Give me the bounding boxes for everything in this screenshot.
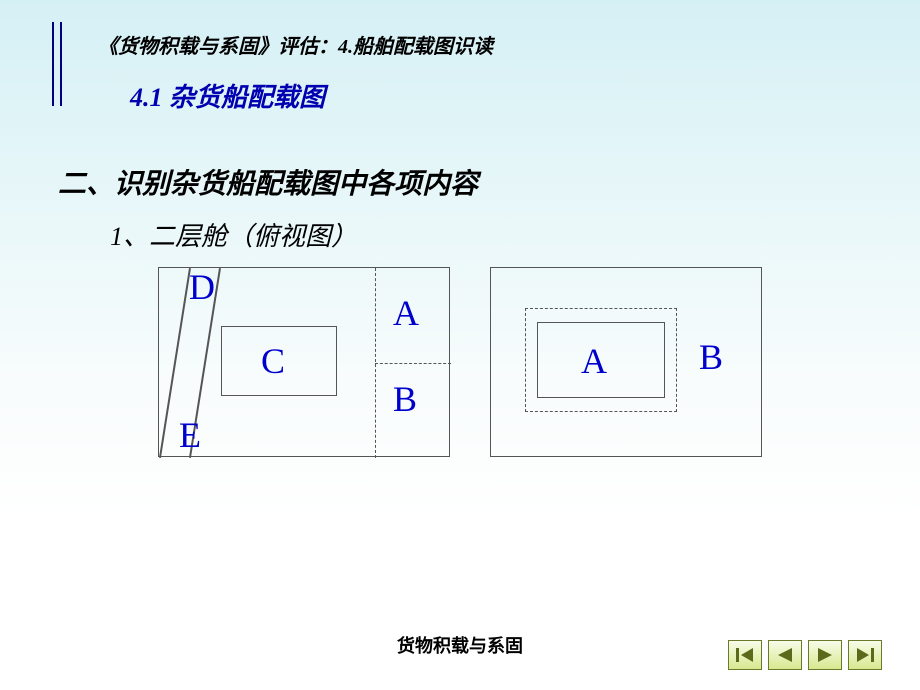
label-a-right: A — [581, 340, 607, 382]
header-title-blue: 4.1 杂货船配载图 — [130, 77, 920, 114]
diagram-right-panel: A B — [490, 267, 762, 457]
label-a: A — [393, 292, 419, 334]
nav-first-button[interactable] — [728, 640, 762, 670]
diagram-row: D E C A B A B — [158, 267, 920, 457]
header-title-black: 《货物积载与系固》评估：4.船舶配载图识读 — [98, 30, 920, 59]
label-b-right: B — [699, 336, 723, 378]
diagram-left-panel: D E C A B — [158, 267, 450, 457]
next-icon — [815, 646, 835, 664]
nav-buttons — [728, 640, 882, 670]
nav-prev-button[interactable] — [768, 640, 802, 670]
decor-line — [52, 22, 54, 106]
last-icon — [855, 646, 875, 664]
prev-icon — [775, 646, 795, 664]
section-heading: 二、识别杂货船配载图中各项内容 — [58, 162, 920, 202]
label-c: C — [261, 340, 285, 382]
dashed-horizontal — [375, 363, 451, 364]
section-subheading: 1、二层舱（俯视图） — [110, 216, 920, 253]
first-icon — [735, 646, 755, 664]
label-b: B — [393, 378, 417, 420]
decor-line — [60, 22, 62, 106]
label-e: E — [179, 414, 201, 456]
label-d: D — [189, 266, 215, 308]
nav-next-button[interactable] — [808, 640, 842, 670]
nav-last-button[interactable] — [848, 640, 882, 670]
